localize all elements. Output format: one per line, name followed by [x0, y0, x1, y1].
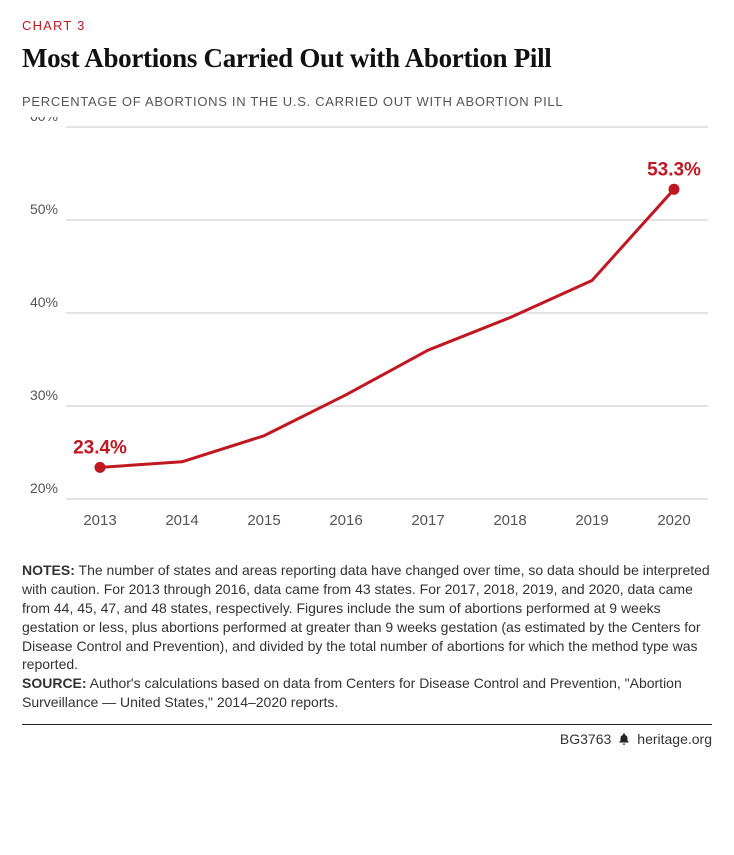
svg-text:40%: 40% — [30, 294, 58, 310]
notes-label: NOTES: — [22, 562, 75, 578]
footer-site: heritage.org — [637, 731, 712, 747]
source-text: Author's calculations based on data from… — [22, 675, 682, 710]
svg-text:60%: 60% — [30, 117, 58, 124]
chart-title: Most Abortions Carried Out with Abortion… — [22, 43, 712, 74]
svg-text:2014: 2014 — [165, 512, 198, 529]
svg-text:50%: 50% — [30, 201, 58, 217]
footer-code: BG3763 — [560, 731, 611, 747]
svg-text:2018: 2018 — [493, 512, 526, 529]
svg-text:2019: 2019 — [575, 512, 608, 529]
chart-subtitle: PERCENTAGE OF ABORTIONS IN THE U.S. CARR… — [22, 94, 712, 109]
source-label: SOURCE: — [22, 675, 87, 691]
svg-text:2017: 2017 — [411, 512, 444, 529]
chart-notes: NOTES: The number of states and areas re… — [22, 561, 712, 712]
chart-footer: BG3763 heritage.org — [22, 724, 712, 747]
svg-text:23.4%: 23.4% — [73, 437, 127, 458]
svg-text:30%: 30% — [30, 387, 58, 403]
chart-number-label: CHART 3 — [22, 18, 712, 33]
notes-text: The number of states and areas reporting… — [22, 562, 710, 672]
bell-icon — [617, 732, 631, 746]
svg-text:53.3%: 53.3% — [647, 159, 701, 180]
svg-text:2013: 2013 — [83, 512, 116, 529]
svg-text:2020: 2020 — [657, 512, 690, 529]
chart-plot-area: 20% 30% 40% 50% 60% 2013 2014 2015 2016 2017 2018 2… — [22, 117, 712, 537]
svg-text:2016: 2016 — [329, 512, 362, 529]
line-chart-svg: 20% 30% 40% 50% 60% 2013 2014 2015 2016 2017 2018 2… — [22, 117, 712, 537]
svg-text:20%: 20% — [30, 480, 58, 496]
svg-text:2015: 2015 — [247, 512, 280, 529]
